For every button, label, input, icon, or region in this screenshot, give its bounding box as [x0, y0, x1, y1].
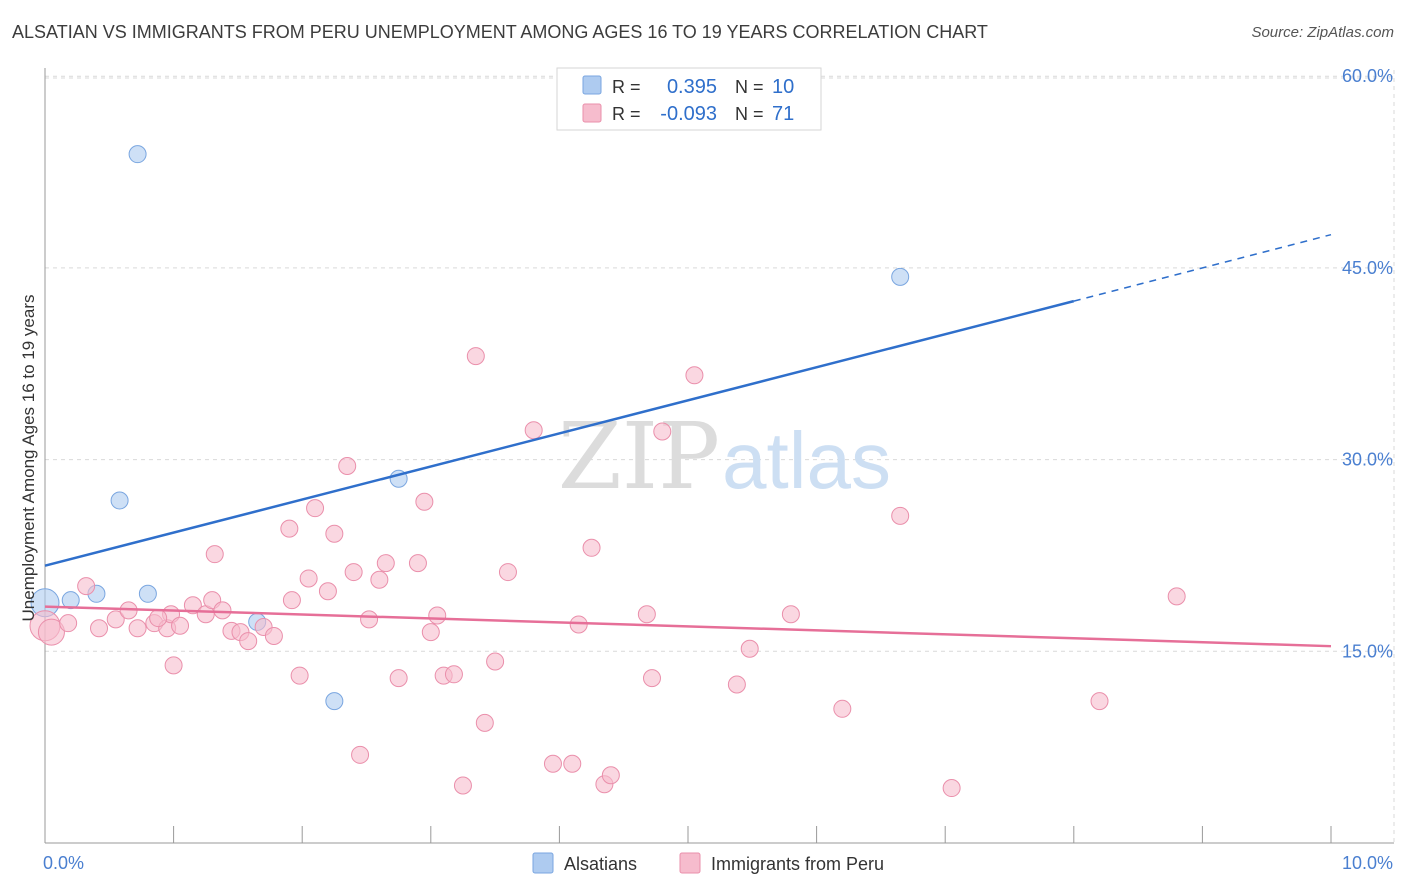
peru-point — [415, 492, 434, 511]
peru-point — [344, 563, 363, 582]
alsatian-point — [325, 692, 344, 711]
stats-r-label-1: R = — [612, 77, 641, 97]
peru-point — [569, 615, 588, 634]
x-tick-labels: 0.0% 10.0% — [43, 853, 1393, 873]
stats-blue-swatch — [582, 75, 602, 95]
alsatian-point — [61, 591, 80, 610]
peru-point — [306, 499, 325, 518]
peru-point — [498, 563, 517, 582]
peru-point — [685, 366, 704, 385]
peru-point — [299, 569, 318, 588]
peru-point — [290, 666, 309, 685]
axes — [44, 68, 1394, 844]
peru-point — [444, 665, 463, 684]
stats-pink-swatch — [582, 103, 602, 123]
x-tick-label: 10.0% — [1342, 853, 1393, 873]
alsatian-point — [110, 491, 129, 510]
peru-point — [264, 626, 283, 645]
peru-point — [239, 632, 258, 651]
peru-point — [183, 596, 202, 615]
peru-point — [428, 606, 447, 625]
peru-point — [325, 524, 344, 543]
data-points — [29, 145, 1186, 798]
peru-point — [128, 619, 147, 638]
peru-point — [389, 669, 408, 688]
peru-point — [637, 605, 656, 624]
peru-point — [338, 456, 357, 475]
y-tick-label: 45.0% — [1342, 258, 1393, 278]
legend-alsatians-swatch — [532, 852, 554, 874]
peru-point — [543, 754, 562, 773]
legend-alsatians-label: Alsatians — [564, 854, 637, 874]
peru-point — [1167, 587, 1186, 606]
peru-point — [891, 506, 910, 525]
peru-point — [149, 609, 168, 628]
y-tick-label: 30.0% — [1342, 450, 1393, 470]
peru-point — [727, 675, 746, 694]
stats-n-value-2: 71 — [772, 103, 794, 125]
peru-point — [942, 779, 961, 798]
y-tick-label: 60.0% — [1342, 66, 1393, 86]
peru-point — [601, 766, 620, 785]
peru-point — [781, 605, 800, 624]
stats-r-value-2: -0.093 — [660, 103, 717, 125]
alsatian-point — [138, 584, 157, 603]
peru-trend-line — [44, 605, 1332, 648]
y-tick-labels: 15.0% 30.0% 45.0% 60.0% — [1342, 66, 1393, 661]
trend-lines — [44, 233, 1332, 648]
peru-point — [833, 699, 852, 718]
peru-point — [59, 614, 78, 633]
watermark-zip: ZIP — [558, 403, 720, 510]
peru-point — [475, 713, 494, 732]
peru-point — [376, 554, 395, 573]
peru-point — [282, 591, 301, 610]
peru-point — [453, 776, 472, 795]
stats-n-label-2: N = — [735, 104, 764, 124]
chart-title: ALSATIAN VS IMMIGRANTS FROM PERU UNEMPLO… — [12, 22, 988, 42]
peru-point — [524, 421, 543, 440]
y-tick-label: 15.0% — [1342, 641, 1393, 661]
peru-point — [360, 610, 379, 629]
peru-point — [77, 577, 96, 596]
peru-point — [37, 618, 65, 646]
peru-point — [421, 623, 440, 642]
peru-point — [164, 656, 183, 675]
stats-r-label-2: R = — [612, 104, 641, 124]
peru-point — [171, 616, 190, 635]
peru-point — [466, 347, 485, 366]
peru-point — [213, 601, 232, 620]
peru-point — [408, 554, 427, 573]
stats-box: R = 0.395 N = 10 R = -0.093 N = 71 — [556, 67, 822, 131]
x-tick-label: 0.0% — [43, 853, 84, 873]
peru-point — [351, 745, 370, 764]
stats-r-value-1: 0.395 — [667, 76, 717, 98]
peru-point — [563, 754, 582, 773]
alsatian-trend-line-extension — [1073, 233, 1332, 302]
peru-point — [318, 582, 337, 601]
peru-point — [486, 652, 505, 671]
stats-n-label-1: N = — [735, 77, 764, 97]
y-axis-label: Unemployment Among Ages 16 to 19 years — [19, 295, 38, 622]
stats-n-value-1: 10 — [772, 76, 794, 98]
peru-point — [642, 669, 661, 688]
legend-peru-swatch — [679, 852, 701, 874]
peru-point — [740, 639, 759, 658]
peru-point — [90, 619, 109, 638]
peru-point — [653, 422, 672, 441]
alsatian-point — [128, 145, 147, 164]
peru-point — [106, 610, 125, 629]
peru-point — [370, 570, 389, 589]
peru-point — [1090, 692, 1109, 711]
watermark-atlas: atlas — [722, 416, 891, 505]
legend: Alsatians Immigrants from Peru — [532, 852, 884, 874]
peru-point — [582, 538, 601, 557]
peru-point — [205, 545, 224, 564]
source-label: Source: ZipAtlas.com — [1251, 24, 1394, 41]
alsatian-trend-line — [44, 299, 1075, 567]
legend-peru-label: Immigrants from Peru — [711, 854, 884, 874]
peru-point — [280, 519, 299, 538]
alsatian-point — [891, 267, 910, 286]
